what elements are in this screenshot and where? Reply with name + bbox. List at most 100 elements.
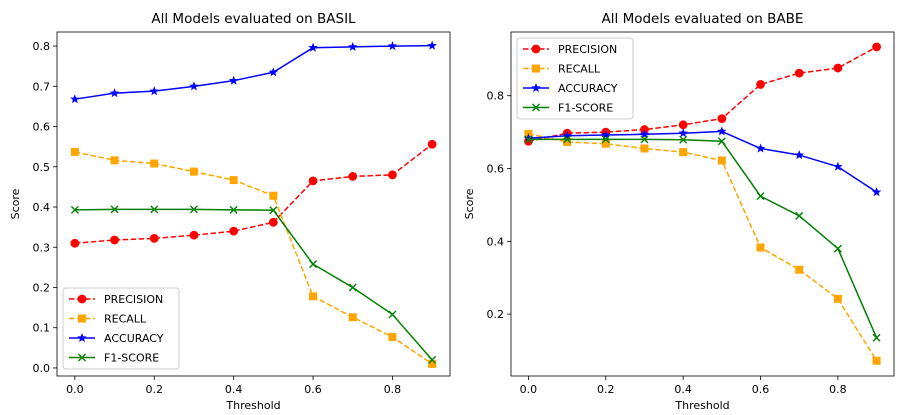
x-axis-label: Threshold bbox=[225, 399, 280, 412]
legend-entry: ACCURACY bbox=[523, 82, 618, 95]
data-point bbox=[640, 135, 649, 144]
legend-marker bbox=[78, 353, 86, 362]
chart-1: All Models evaluated on BASIL 0.0 0.2 0.4 0.… bbox=[9, 11, 451, 412]
x-marker-stroke bbox=[532, 103, 540, 112]
data-point bbox=[678, 120, 688, 130]
series-accuracy bbox=[70, 40, 437, 104]
x-axis-label: Threshold bbox=[674, 399, 729, 412]
x-marker-stroke bbox=[872, 333, 881, 342]
legend-entry: PRECISION bbox=[69, 293, 163, 306]
data-point bbox=[427, 40, 437, 50]
data-point bbox=[871, 187, 882, 197]
data-point bbox=[70, 147, 79, 156]
data-point bbox=[308, 176, 318, 186]
data-point bbox=[717, 114, 727, 124]
x-marker-stroke bbox=[110, 205, 119, 214]
x-tick-label: 0.4 bbox=[674, 383, 692, 396]
series-line bbox=[74, 208, 433, 361]
x-marker-stroke bbox=[229, 205, 238, 214]
legend-label: F1-SCORE bbox=[104, 352, 159, 365]
chart-title: All Models evaluated on BABE bbox=[602, 11, 804, 27]
data-point bbox=[795, 265, 804, 274]
legend-label: PRECISION bbox=[558, 43, 617, 56]
y-axis-ticks: 0.0 0.1 0.2 0.3 0.4 0.5 0.6 0.7 0.8 bbox=[33, 40, 57, 375]
x-marker-stroke bbox=[78, 353, 86, 362]
x-tick-label: 0.4 bbox=[225, 383, 243, 396]
y-tick-label: 0.4 bbox=[487, 235, 505, 248]
x-marker-stroke bbox=[428, 355, 437, 364]
data-point bbox=[149, 233, 159, 243]
y-tick-label: 0.4 bbox=[33, 201, 51, 214]
series-group bbox=[70, 40, 437, 368]
x-marker-stroke bbox=[833, 244, 842, 253]
legend-marker bbox=[77, 333, 87, 343]
data-point bbox=[269, 191, 278, 200]
series-precision bbox=[524, 42, 881, 146]
data-point bbox=[794, 150, 804, 160]
x-tick-label: 0.8 bbox=[384, 383, 402, 396]
legend-label: RECALL bbox=[558, 63, 601, 76]
data-point bbox=[309, 260, 318, 269]
legend-entry: PRECISION bbox=[523, 43, 617, 56]
data-point bbox=[717, 156, 726, 165]
y-tick-label: 0.6 bbox=[33, 121, 51, 134]
x-marker-stroke bbox=[524, 135, 533, 144]
legend-label: F1-SCORE bbox=[558, 102, 613, 115]
chart-title: All Models evaluated on BASIL bbox=[151, 11, 356, 27]
legend-entry: F1-SCORE bbox=[69, 352, 159, 365]
y-axis-label: Score bbox=[9, 188, 22, 219]
x-marker-stroke bbox=[150, 205, 159, 214]
data-point bbox=[189, 167, 198, 176]
series-line bbox=[528, 46, 877, 142]
data-point bbox=[428, 359, 437, 368]
y-axis-label: Score bbox=[463, 188, 476, 219]
data-point bbox=[150, 205, 159, 214]
data-point bbox=[388, 332, 397, 341]
x-marker-stroke bbox=[269, 206, 278, 215]
y-tick-label: 0.2 bbox=[33, 281, 51, 294]
data-point bbox=[601, 135, 610, 144]
y-tick-label: 0.2 bbox=[487, 308, 505, 321]
legend-entry: F1-SCORE bbox=[523, 102, 613, 115]
legend-marker bbox=[532, 103, 540, 112]
x-marker-stroke bbox=[717, 137, 726, 146]
x-marker-stroke bbox=[189, 205, 198, 214]
data-point bbox=[189, 230, 199, 240]
data-point bbox=[348, 283, 357, 292]
data-point bbox=[717, 126, 727, 136]
data-point bbox=[795, 211, 804, 220]
legend-box bbox=[516, 37, 634, 120]
series-accuracy bbox=[523, 126, 882, 197]
series-recall bbox=[70, 147, 437, 368]
data-point bbox=[679, 148, 688, 157]
legend-entry: RECALL bbox=[523, 63, 601, 76]
data-point bbox=[833, 244, 842, 253]
data-point bbox=[524, 135, 533, 144]
y-tick-label: 0.1 bbox=[33, 322, 51, 335]
series-line bbox=[528, 133, 878, 362]
data-point bbox=[110, 156, 119, 165]
data-point bbox=[640, 144, 649, 153]
y-tick-label: 0.6 bbox=[487, 163, 505, 176]
x-tick-label: 0.0 bbox=[66, 383, 84, 396]
data-point bbox=[833, 63, 843, 73]
legend-entry: ACCURACY bbox=[69, 332, 164, 345]
x-tick-label: 0.2 bbox=[146, 383, 164, 396]
data-point bbox=[149, 86, 160, 96]
data-point bbox=[348, 313, 357, 322]
data-point bbox=[150, 159, 159, 168]
series-group bbox=[523, 42, 882, 365]
y-tick-label: 0.0 bbox=[33, 362, 51, 375]
data-point bbox=[388, 310, 397, 319]
plot-frame bbox=[510, 31, 895, 377]
series-line bbox=[528, 130, 878, 193]
y-axis-ticks: 0.2 0.4 0.6 0.8 bbox=[487, 90, 511, 321]
legend-marker bbox=[532, 64, 540, 73]
data-point bbox=[428, 355, 437, 364]
data-point bbox=[756, 192, 765, 201]
data-point bbox=[756, 80, 765, 89]
data-point bbox=[70, 205, 79, 214]
data-point bbox=[523, 133, 534, 143]
data-point bbox=[601, 130, 611, 140]
y-tick-label: 0.8 bbox=[487, 90, 505, 103]
